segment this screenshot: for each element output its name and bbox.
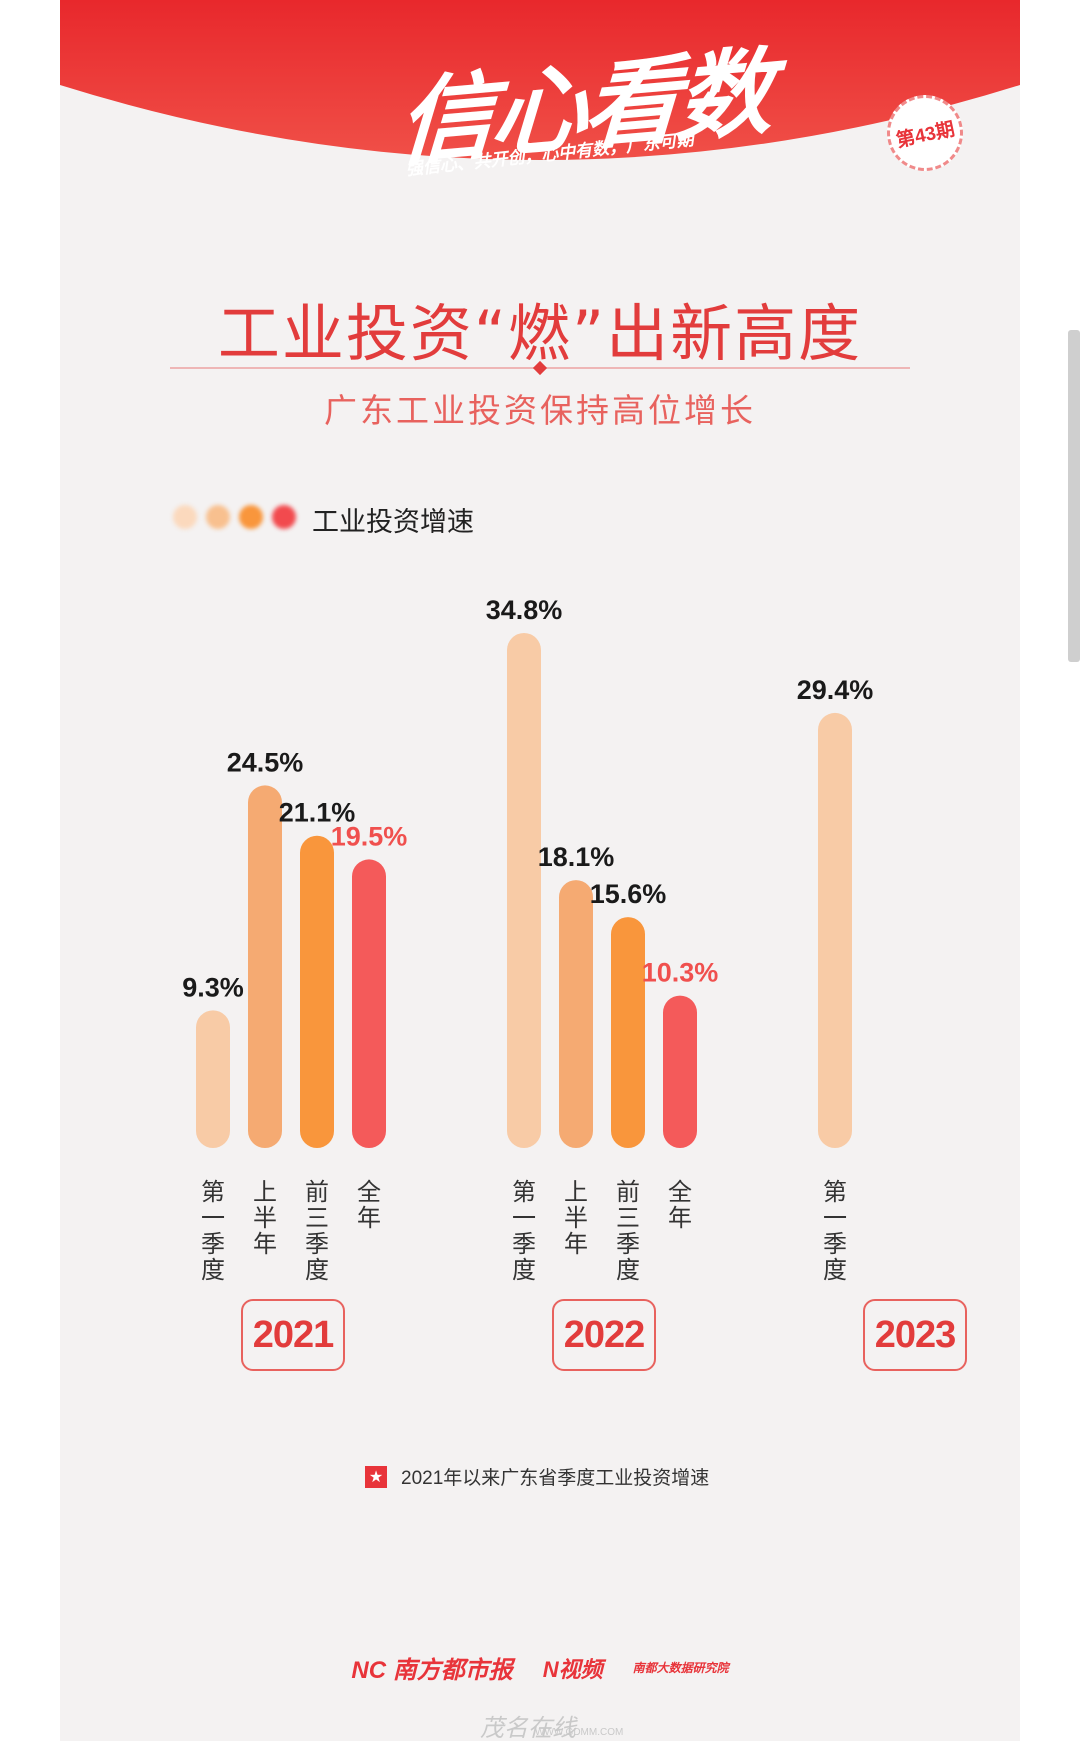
legend-dot-icon — [173, 505, 197, 529]
bar-2023-1 — [818, 712, 852, 1148]
year-label-2021: 2021 — [241, 1299, 345, 1371]
category-label-2021-2: 上半年 — [253, 1178, 277, 1258]
legend-dot-icon — [239, 505, 263, 529]
category-label-2022-1: 第一季度 — [512, 1178, 536, 1284]
data-label-2021-3: 21.1% — [279, 798, 356, 828]
bar-2022-4 — [663, 995, 697, 1148]
category-label-2023-1: 第一季度 — [823, 1178, 847, 1284]
page-subtitle: 广东工业投资保持高位增长 — [324, 392, 756, 429]
scrollbar[interactable] — [1068, 330, 1080, 662]
year-label-2023: 2023 — [863, 1299, 967, 1371]
header-banner — [60, 0, 1020, 160]
data-label-2022-4: 10.3% — [642, 958, 719, 988]
data-label-2022-3: 15.6% — [590, 879, 667, 909]
nandu-logo: NC 南方都市报 — [351, 1657, 513, 1684]
star-icon: ★ — [365, 1465, 387, 1488]
data-label-2021-1: 9.3% — [182, 972, 244, 1002]
page-title: 工业投资“燃”出新高度 — [217, 297, 863, 370]
bar-2021-4 — [352, 859, 386, 1148]
bar-2022-2 — [559, 880, 593, 1148]
data-label-2021-4: 19.5% — [331, 821, 408, 851]
research-institute-logo: 南都大数据研究院 — [632, 1661, 729, 1675]
bar-2021-2 — [248, 785, 282, 1148]
watermark: 茂名在线 — [480, 1715, 576, 1741]
legend-dot-icon — [272, 505, 296, 529]
data-label-2022-1: 34.8% — [486, 595, 563, 625]
category-label-2022-4: 全年 — [668, 1178, 692, 1232]
legend-dot-icon — [206, 505, 230, 529]
chart-footnote: ★ 2021年以来广东省季度工业投资增速 — [365, 1463, 709, 1490]
bar-2022-1 — [507, 633, 541, 1148]
year-label-2022: 2022 — [552, 1299, 656, 1371]
footer-logos: NC 南方都市报 N视频 南都大数据研究院 — [60, 1650, 1020, 1685]
category-label-2021-3: 前三季度 — [305, 1178, 329, 1284]
bar-2021-1 — [196, 1010, 230, 1148]
data-label-2022-2: 18.1% — [538, 842, 615, 872]
bar-2021-3 — [300, 835, 334, 1148]
watermark-url: WWW.GDMM.COM — [535, 1727, 624, 1738]
category-label-2021-1: 第一季度 — [201, 1178, 225, 1284]
category-label-2021-4: 全年 — [357, 1178, 381, 1232]
infographic-card: 信心看数 强信心、共开创，心中有数，广东可期 第43期 工业投资“燃”出新高度 … — [60, 0, 1020, 1741]
footnote-text: 2021年以来广东省季度工业投资增速 — [401, 1468, 710, 1489]
data-label-2021-2: 24.5% — [227, 747, 304, 777]
category-label-2022-2: 上半年 — [564, 1178, 588, 1258]
bar-2022-3 — [611, 917, 645, 1148]
legend-label: 工业投资增速 — [312, 507, 474, 537]
category-label-2022-3: 前三季度 — [616, 1178, 640, 1284]
bar-chart: 9.3% 第一季度 24.5% 上半年 21.1% 前三季度 19.5% 全年 34.8% 第一季… — [182, 595, 874, 1284]
n-video-logo: N视频 — [542, 1656, 603, 1682]
data-label-2023-1: 29.4% — [797, 675, 874, 705]
